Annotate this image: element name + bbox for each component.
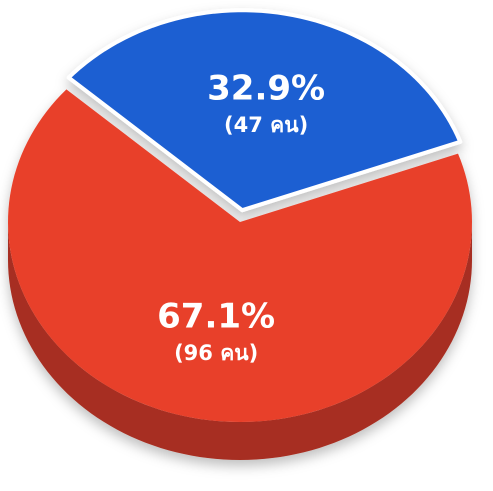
- slice: [66, 8, 463, 213]
- labels: 67.1% (96 คน) 32.9% (47 คน): [157, 69, 325, 365]
- value-label: 32.9%: [207, 69, 325, 109]
- pie: [8, 8, 472, 460]
- slice: [8, 89, 472, 422]
- value-label: 67.1%: [157, 297, 275, 337]
- slice-side: [8, 222, 472, 460]
- count-label: (47 คน): [224, 113, 308, 137]
- count-label: (96 คน): [174, 341, 258, 365]
